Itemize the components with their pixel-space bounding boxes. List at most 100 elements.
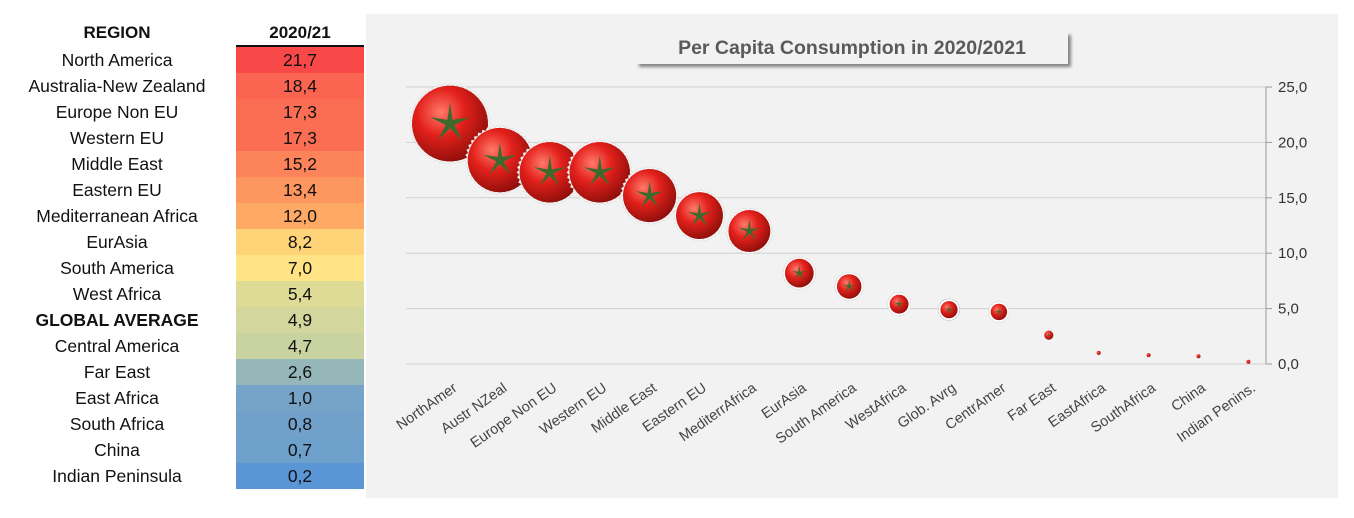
table-row: West Africa 5,4 (0, 281, 366, 307)
tomato-marker (516, 139, 584, 206)
y-tick-label: 10,0 (1278, 245, 1307, 262)
table-row: South America 7,0 (0, 255, 366, 281)
tomato-marker (566, 139, 633, 206)
region-name: West Africa (72, 284, 162, 304)
y-tick-label: 5,0 (1278, 301, 1299, 318)
header-year: 2020/21 (269, 23, 331, 42)
tomato-marker (673, 189, 726, 242)
region-name: North America (61, 50, 173, 70)
table-row: Central America 4,7 (0, 333, 366, 359)
tomato-leaf (738, 219, 761, 241)
tomato-marker (1044, 330, 1054, 340)
region-name: GLOBAL AVERAGE (35, 310, 199, 330)
table-row: East Africa 1,0 (0, 385, 366, 411)
tomato-body (1196, 354, 1201, 359)
region-value: 0,8 (236, 411, 364, 437)
tomato-leaf (994, 307, 1004, 316)
header-rule (236, 45, 364, 47)
region-value: 17,3 (236, 125, 364, 151)
tomato-leaf (944, 304, 954, 314)
table-row: Europe Non EU 17,3 (0, 99, 366, 125)
tomato-leaf (894, 298, 905, 309)
table-row: South Africa 0,8 (0, 411, 366, 437)
region-name: Australia-New Zealand (28, 76, 206, 96)
tomato-leaf (1046, 332, 1052, 338)
region-name: China (94, 440, 140, 460)
table-row: Indian Peninsula 0,2 (0, 463, 366, 489)
chart-title-box: Per Capita Consumption in 2020/2021 (636, 32, 1068, 64)
tomato-leaf (687, 202, 712, 226)
region-name: Far East (83, 362, 151, 382)
region-name: Indian Peninsula (52, 466, 182, 486)
region-name: Europe Non EU (55, 102, 179, 122)
table-row: Mediterranean Africa 12,0 (0, 203, 366, 229)
table-row: North America 21,7 (0, 47, 366, 73)
tomato-marker (1096, 350, 1101, 355)
tomato-body (1246, 359, 1251, 364)
tomato-leaf (635, 180, 664, 208)
region-name: Western EU (69, 128, 164, 148)
tomato-leaf (533, 155, 566, 186)
region-name: South Africa (69, 414, 165, 434)
y-tick-label: 25,0 (1278, 79, 1307, 96)
y-tick-label: 0,0 (1278, 356, 1299, 373)
region-value: 0,7 (236, 437, 364, 463)
region-name: Eastern EU (72, 180, 162, 200)
tomato-marker (937, 298, 961, 322)
region-value: 12,0 (236, 203, 364, 229)
region-value: 1,0 (236, 385, 364, 411)
region-value: 4,9 (236, 307, 364, 333)
x-tick-label: China (1169, 380, 1210, 415)
tomato-marker (834, 271, 865, 302)
table-row: Middle East 15,2 (0, 151, 366, 177)
table-header: REGION 2020/21 (0, 22, 366, 47)
region-value: 15,2 (236, 151, 364, 177)
tomato-leaf (430, 102, 470, 141)
tomato-marker (725, 207, 774, 255)
region-value: 2,6 (236, 359, 364, 385)
tomato-marker (987, 301, 1010, 323)
table-row: China 0,7 (0, 437, 366, 463)
table-row: EurAsia 8,2 (0, 229, 366, 255)
tomato-marker (1146, 353, 1151, 358)
region-name: East Africa (75, 388, 159, 408)
table-row: Eastern EU 13,4 (0, 177, 366, 203)
tomato-marker (886, 291, 912, 317)
table-body: North America 21,7 Australia-New Zealand 18… (0, 47, 366, 489)
region-value: 13,4 (236, 177, 364, 203)
tomato-marker (1246, 359, 1251, 364)
region-name: Mediterranean Africa (36, 206, 198, 226)
region-value: 21,7 (236, 47, 364, 73)
header-region: REGION (83, 23, 151, 42)
region-value: 7,0 (236, 255, 364, 281)
tomato-leaf (483, 142, 517, 175)
table-row: Australia-New Zealand 18,4 (0, 73, 366, 99)
tomato-marker (782, 255, 817, 291)
region-value: 5,4 (236, 281, 364, 307)
tomato-leaf (842, 279, 856, 292)
y-tick-label: 20,0 (1278, 134, 1307, 151)
region-table: REGION 2020/21 North America 21,7 Australi… (0, 22, 366, 489)
table-row: GLOBAL AVERAGE 4,9 (0, 307, 366, 333)
tomato-body (1096, 350, 1101, 355)
tomato-leaf (791, 265, 807, 280)
x-tick-label: Europe Non EU (468, 380, 560, 451)
region-value: 17,3 (236, 99, 364, 125)
y-tick-label: 15,0 (1278, 190, 1307, 207)
region-value: 8,2 (236, 229, 364, 255)
region-name: EurAsia (86, 232, 148, 252)
region-value: 0,2 (236, 463, 364, 489)
tomato-body (1146, 353, 1151, 358)
region-value: 4,7 (236, 333, 364, 359)
tomato-marker (409, 82, 491, 165)
table-row: Far East 2,6 (0, 359, 366, 385)
tomato-leaf (583, 155, 616, 186)
region-name: Central America (54, 336, 180, 356)
region-value: 18,4 (236, 73, 364, 99)
chart-panel: 0,0 5,0 10,0 15,0 20,0 25,0 NorthAmer Austr NZe… (366, 14, 1338, 498)
region-name: South America (60, 258, 174, 278)
chart-title: Per Capita Consumption in 2020/2021 (678, 37, 1026, 59)
region-name: Middle East (71, 154, 163, 174)
tomato-marker (1196, 354, 1201, 359)
